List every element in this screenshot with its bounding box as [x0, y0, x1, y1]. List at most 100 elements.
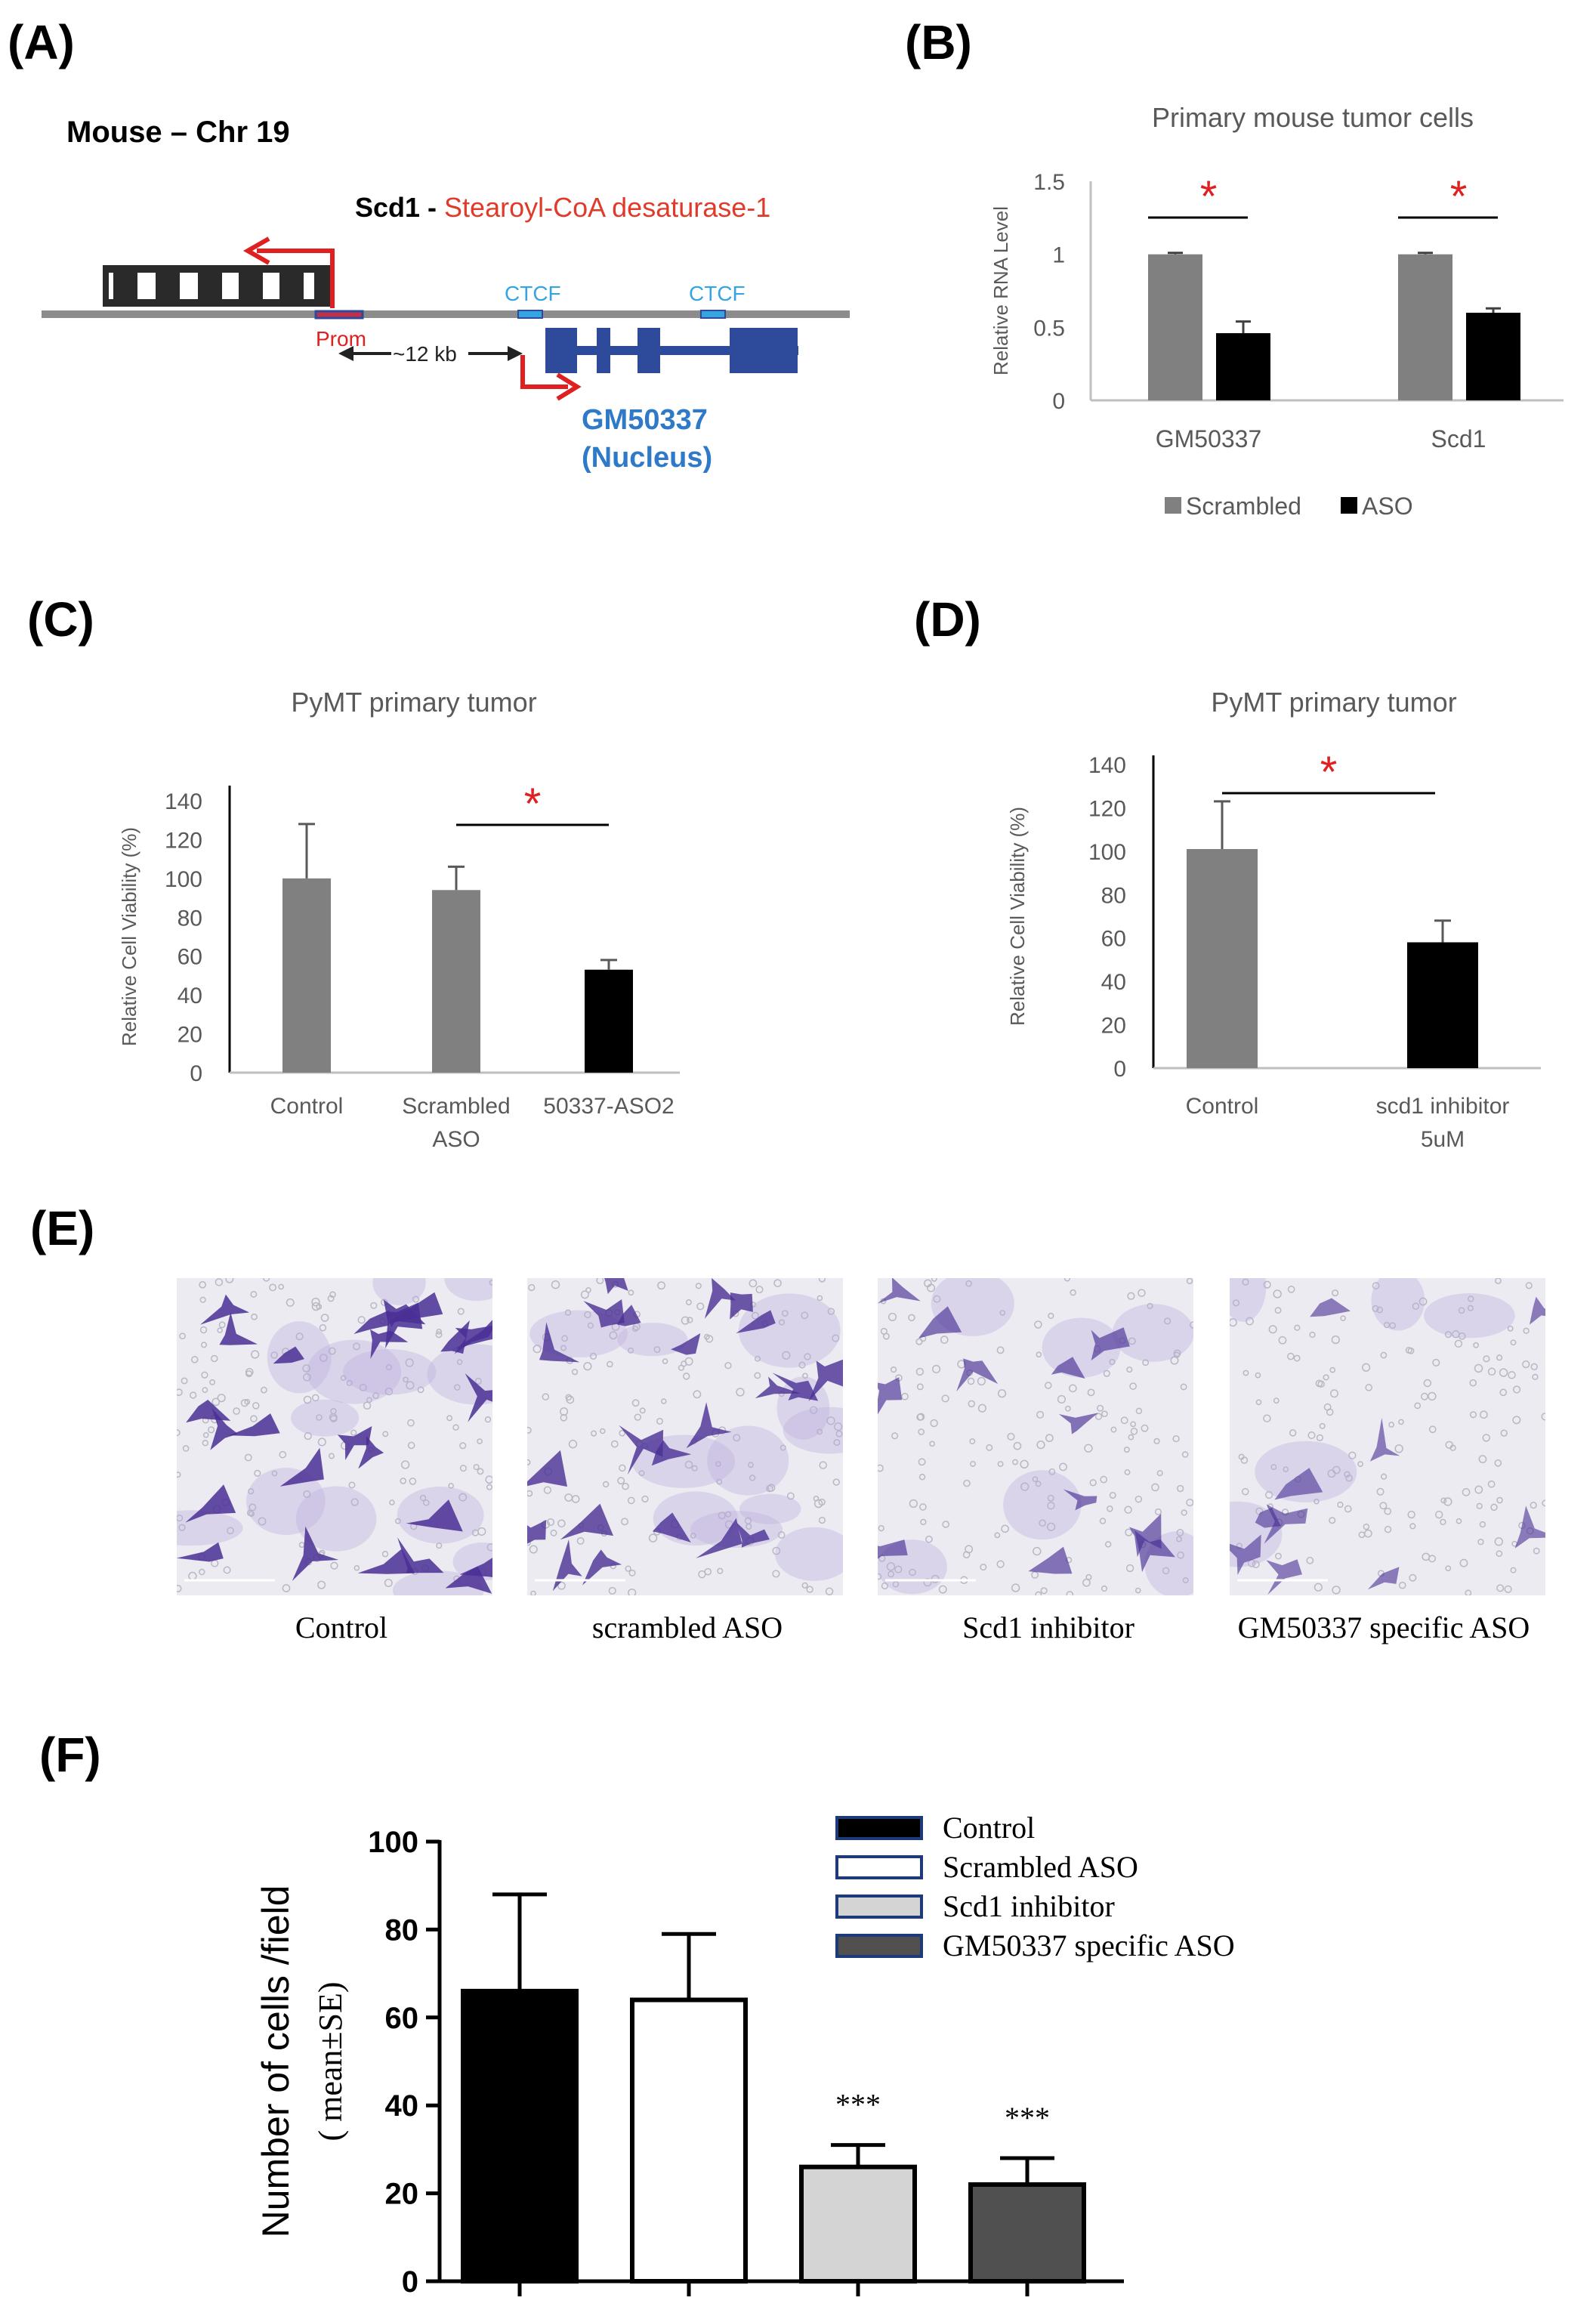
- micrograph-pore: [1523, 1327, 1530, 1334]
- micrograph-pore: [1409, 1523, 1416, 1530]
- micrograph-stained-cell: [1129, 1513, 1162, 1558]
- micrograph-stained-cell: [878, 1278, 921, 1304]
- micrograph-pore: [1510, 1339, 1517, 1346]
- micrograph-pore: [557, 1581, 566, 1590]
- chart-b-legend-swatch: [1165, 497, 1181, 514]
- micrograph-pore: [446, 1415, 453, 1422]
- micrograph-pore: [209, 1379, 216, 1385]
- micrograph-pore: [1011, 1583, 1020, 1592]
- micrograph-pore: [1047, 1494, 1054, 1502]
- ctcf-site-1: [517, 310, 543, 319]
- micrograph-pore: [1477, 1539, 1484, 1546]
- micrograph-pore: [412, 1295, 420, 1303]
- chart-d-y-tick-label: 40: [1101, 970, 1126, 995]
- micrograph-pore: [452, 1424, 459, 1431]
- gm50337-tss-arrow: [520, 355, 582, 401]
- gm50337-exon-4: [730, 328, 798, 373]
- micrograph-pore: [818, 1516, 826, 1524]
- micrograph-pore: [1035, 1481, 1042, 1487]
- micrograph-pore: [245, 1368, 254, 1376]
- micrograph-pore: [1494, 1537, 1503, 1546]
- micrograph-pore: [200, 1342, 208, 1348]
- micrograph-stained-cell: [353, 1310, 390, 1334]
- micrograph-pore: [682, 1373, 690, 1380]
- micrograph-pore: [282, 1584, 291, 1592]
- micrograph-pore: [634, 1413, 641, 1421]
- micrograph-pore: [817, 1295, 823, 1302]
- micrograph-pore: [996, 1346, 1005, 1354]
- micrograph-pore: [1189, 1321, 1193, 1329]
- micrograph-pore: [653, 1346, 661, 1353]
- gm50337-exon-3: [637, 328, 660, 373]
- micrograph-pore: [1330, 1389, 1339, 1398]
- micrograph-stained-cell: [228, 1413, 280, 1437]
- micrograph-pore: [1273, 1397, 1280, 1404]
- gene-title: Scd1 - Stearoyl-CoA desaturase-1: [355, 192, 770, 223]
- micrograph-stained-cell: [755, 1376, 801, 1399]
- chart-f-bar: [630, 1997, 748, 2284]
- chart-f-y-tick-label: 0: [402, 2265, 418, 2299]
- micrograph-pore: [661, 1398, 667, 1404]
- micrograph-pore: [1068, 1384, 1077, 1393]
- micrograph-scd1-inhibitor: [878, 1278, 1193, 1595]
- micrograph-scrambled-aso-art: [527, 1278, 843, 1595]
- micrograph-pore: [834, 1422, 843, 1431]
- micrograph-pore: [1124, 1469, 1131, 1475]
- micrograph-pore: [1263, 1280, 1271, 1289]
- chart-b-legend-label: Scrambled: [1186, 493, 1301, 520]
- micrograph-pore: [1512, 1416, 1521, 1425]
- micrograph-stain-haze: [444, 1278, 492, 1302]
- micrograph-pore: [749, 1475, 756, 1481]
- micrograph-stained-cell: [273, 1346, 304, 1364]
- micrograph-gm50337-aso-art: [1230, 1278, 1545, 1595]
- chart-b-y-tick-label: 0.5: [1033, 316, 1065, 341]
- micrograph-pore: [271, 1470, 278, 1477]
- micrograph-pore: [915, 1338, 923, 1345]
- micrograph-pore: [766, 1484, 773, 1493]
- micrograph-stained-cell: [445, 1566, 492, 1594]
- micrograph-pore: [1332, 1586, 1341, 1595]
- micrograph-stained-cell: [918, 1306, 962, 1339]
- micrograph-pore: [1508, 1371, 1516, 1379]
- micrograph-pore: [736, 1388, 745, 1397]
- chart-b-y-tick-label: 0: [1052, 389, 1065, 414]
- micrograph-pore: [1135, 1407, 1143, 1415]
- chart-d-y-tick-label: 80: [1101, 883, 1126, 908]
- micrograph-stain-haze: [739, 1493, 801, 1524]
- micrograph-stain-haze: [245, 1468, 326, 1536]
- chart-c-y-tick-label: 140: [165, 789, 202, 814]
- micrograph-pore: [557, 1519, 566, 1528]
- micrograph-stained-cell: [527, 1450, 567, 1487]
- chart-c: PyMT primary tumor 0 20 40 60 80 100 120 140 Rela…: [118, 687, 680, 1152]
- micrograph-stained-cell: [1028, 1546, 1073, 1574]
- chart-d-y-tick-label: 0: [1113, 1057, 1126, 1082]
- micrograph-pore: [1405, 1346, 1412, 1354]
- chart-c-x-tick-label: Control: [270, 1094, 344, 1119]
- micrograph-pore: [977, 1403, 986, 1413]
- promoter-box: [314, 310, 364, 320]
- micrograph-pore: [357, 1316, 366, 1324]
- micrograph-pore: [1255, 1372, 1261, 1379]
- micrograph-pore: [909, 1499, 918, 1508]
- micrograph-pore: [1173, 1349, 1181, 1357]
- micrograph-pore: [580, 1290, 589, 1299]
- micrograph-pore: [389, 1499, 395, 1505]
- micrograph-scd1-inhibitor-art: [878, 1278, 1193, 1595]
- micrograph-pore: [1376, 1487, 1385, 1496]
- micrograph-pore: [1230, 1318, 1237, 1327]
- micrograph-stain-haze: [1042, 1317, 1121, 1378]
- micrograph-pore: [366, 1397, 372, 1403]
- micrograph-pore: [619, 1464, 626, 1472]
- chart-c-y-tick-label: 0: [190, 1061, 202, 1086]
- micrograph-pore: [1315, 1379, 1323, 1388]
- micrograph-pore: [749, 1279, 758, 1288]
- chart-b-legend-swatch: [1341, 497, 1357, 514]
- chart-b-significance-star: *: [1450, 172, 1468, 221]
- micrograph-pore: [583, 1362, 592, 1371]
- chart-d-y-label: Relative Cell Viability (%): [1006, 807, 1029, 1026]
- chart-d-title: PyMT primary tumor: [1211, 687, 1456, 718]
- micrograph-pore: [1252, 1560, 1260, 1569]
- micrograph-pore: [244, 1399, 251, 1405]
- micrograph-pore: [1307, 1431, 1316, 1440]
- micrograph-pore: [930, 1419, 938, 1428]
